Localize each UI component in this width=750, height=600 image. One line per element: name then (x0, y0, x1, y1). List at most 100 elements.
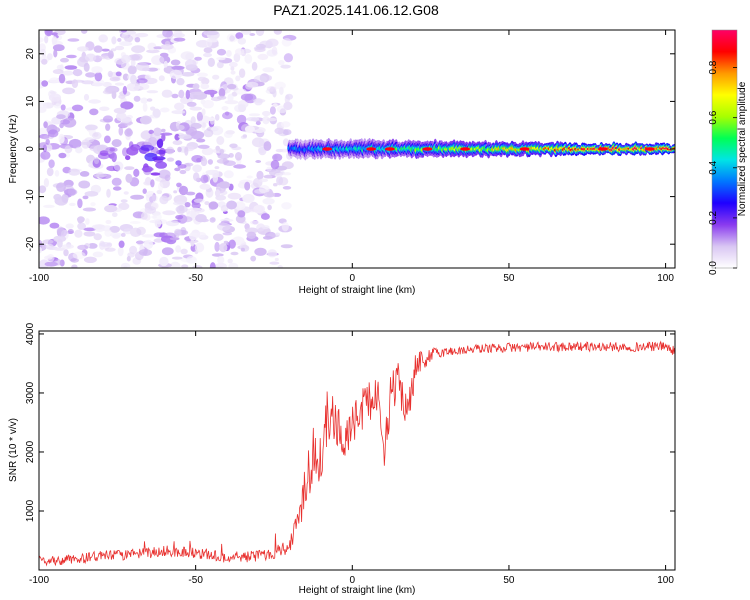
noise-blob (221, 106, 229, 111)
noise-blob (166, 146, 175, 155)
noise-blob (190, 238, 195, 247)
noise-blob (85, 72, 96, 78)
noise-blob (195, 231, 207, 239)
noise-blob (79, 171, 90, 177)
noise-blob (219, 149, 225, 154)
noise-blob (256, 170, 264, 180)
noise-blob (190, 116, 196, 125)
noise-blob (153, 213, 162, 222)
noise-blob (244, 181, 251, 191)
noise-blob (275, 232, 281, 237)
noise-blob (98, 55, 109, 60)
noise-blob (44, 35, 49, 44)
noise-blob (118, 41, 130, 46)
noise-blob (222, 232, 233, 236)
noise-blob (255, 160, 262, 163)
noise-blob (39, 216, 50, 225)
noise-blob (163, 60, 168, 68)
noise-blob (230, 70, 236, 75)
noise-blob (87, 243, 98, 249)
noise-blob (169, 69, 183, 80)
noise-blob (254, 98, 263, 106)
noise-blob (228, 262, 239, 268)
noise-blob (44, 261, 58, 267)
noise-blob (146, 98, 153, 102)
noise-blob (52, 69, 64, 75)
noise-blob (261, 189, 269, 194)
x-tick-label: 100 (657, 273, 674, 284)
noise-blob (256, 223, 266, 232)
noise-blob (169, 261, 181, 268)
noise-blob (93, 233, 102, 241)
noise-blob (213, 233, 224, 241)
noise-blob (281, 221, 289, 232)
noise-blob (242, 134, 247, 138)
noise-blob (244, 227, 259, 234)
noise-blob (203, 47, 213, 54)
noise-blob (130, 59, 136, 67)
noise-blob (63, 179, 74, 188)
noise-blob (172, 201, 187, 206)
noise-blob (269, 261, 280, 265)
noise-blob (171, 256, 183, 260)
noise-blob (200, 174, 209, 184)
noise-blob (105, 219, 112, 225)
colorbar: 0.0 0.2 0.4 0.6 0.8 Normalized spectral ampl… (708, 29, 748, 275)
noise-blob (267, 249, 278, 258)
noise-blob (175, 245, 182, 253)
noise-blob (214, 189, 221, 198)
noise-blob (262, 198, 275, 205)
noise-blob (180, 51, 195, 61)
noise-blob (150, 179, 155, 188)
noise-blob (191, 202, 201, 209)
y-tick-label: -20 (25, 237, 36, 252)
noise-blob (160, 132, 173, 136)
noise-blob (226, 50, 232, 57)
noise-blob (222, 157, 228, 166)
noise-blob (127, 65, 137, 75)
noise-blob (136, 240, 144, 246)
noise-blob (43, 178, 50, 188)
noise-blob (111, 177, 122, 186)
noise-blob (226, 200, 238, 210)
noise-blob (174, 102, 185, 111)
noise-blob (146, 90, 159, 94)
noise-blob (140, 115, 152, 125)
noise-blob (218, 181, 231, 189)
noise-blob (184, 202, 191, 208)
noise-blob (161, 128, 166, 133)
noise-blob (39, 246, 42, 254)
noise-blob (77, 46, 89, 52)
noise-blob (186, 256, 197, 264)
noise-blob (77, 222, 86, 230)
noise-blob (141, 234, 156, 238)
noise-blob (108, 50, 114, 59)
y-tick-label: 1000 (25, 499, 36, 522)
noise-blob (277, 265, 283, 268)
noise-blob (248, 113, 261, 117)
noise-blob (147, 42, 157, 51)
noise-blob (150, 172, 161, 176)
noise-blob (112, 186, 122, 191)
noise-blob (135, 32, 149, 38)
noise-blob (143, 77, 158, 85)
noise-blob (192, 83, 200, 90)
noise-blob (253, 204, 265, 214)
noise-blob (269, 106, 276, 115)
noise-blob (78, 180, 91, 189)
noise-blob (244, 125, 255, 133)
noise-blob (178, 134, 192, 140)
noise-blob (246, 209, 258, 213)
noise-blob (74, 229, 83, 238)
noise-blob (84, 137, 95, 143)
noise-blob (206, 117, 216, 122)
noise-blob (159, 52, 169, 58)
noise-blob (53, 49, 58, 58)
noise-blob (40, 48, 46, 56)
noise-blob (274, 257, 279, 262)
noise-blob (120, 262, 131, 268)
noise-blob (214, 114, 220, 121)
noise-blob (109, 76, 121, 82)
noise-blob (219, 243, 228, 253)
noise-blob (253, 46, 266, 50)
